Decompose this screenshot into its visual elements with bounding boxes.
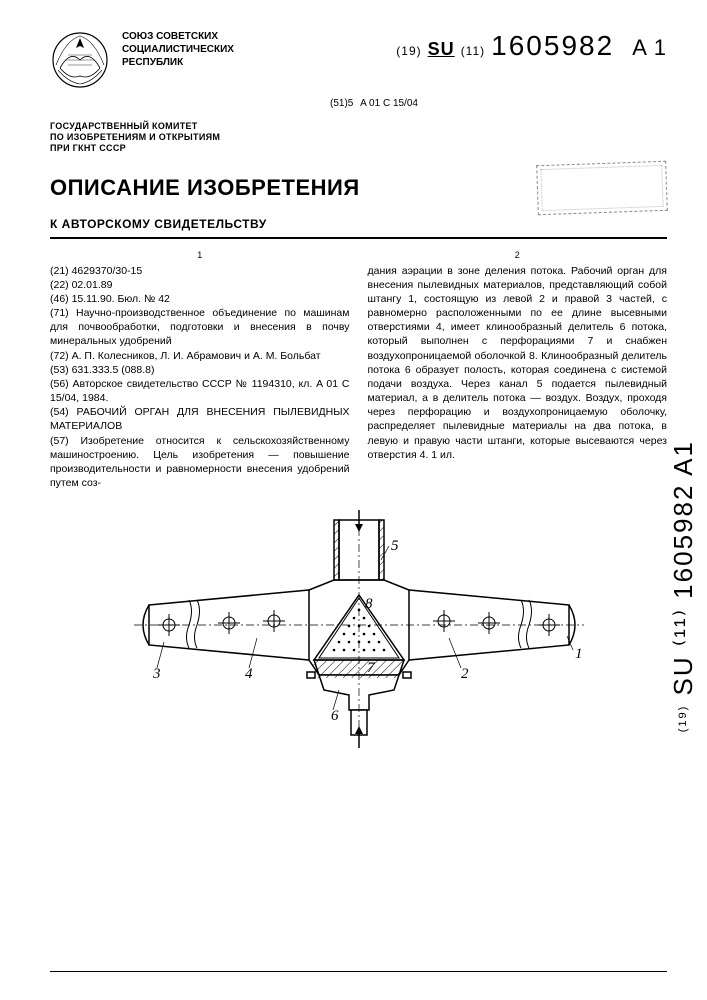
technical-drawing: 5 8 7 6 1 2 3 4: [50, 510, 667, 755]
field-56: (56) Авторское свидетельство СССР № 1194…: [50, 377, 350, 405]
col2-number: 2: [368, 249, 668, 261]
side-reference: (19) SU ⁽¹¹⁾ 1605982 A1: [668, 440, 699, 732]
field-21: (21) 4629370/30-15: [50, 264, 350, 278]
label-3: 3: [152, 666, 161, 682]
prefix-19: (19): [396, 44, 421, 58]
field-54: (54) РАБОЧИЙ ОРГАН ДЛЯ ВНЕСЕНИЯ ПЫЛЕВИДН…: [50, 405, 350, 433]
label-4: 4: [245, 666, 253, 682]
pub-number: 1605982: [491, 30, 614, 61]
document-subtitle: К АВТОРСКОМУ СВИДЕТЕЛЬСТВУ: [50, 217, 667, 231]
field-53: (53) 631.333.5 (088.8): [50, 363, 350, 377]
publication-number: (19) SU (11) 1605982 A 1: [396, 30, 667, 62]
ipc-code: A 01 C 15/04: [360, 98, 418, 109]
document-title: ОПИСАНИЕ ИЗОБРЕТЕНИЯ: [50, 175, 360, 201]
country-code: SU: [428, 39, 455, 59]
side-text: SU ⁽¹¹⁾ 1605982 A1: [668, 440, 698, 695]
ipc-classification: (51)5 A 01 C 15/04: [330, 98, 667, 109]
column-left: 1 (21) 4629370/30-15 (22) 02.01.89 (46) …: [50, 249, 350, 490]
org-name: СОЮЗ СОВЕТСКИХ СОЦИАЛИСТИЧЕСКИХ РЕСПУБЛИ…: [122, 30, 262, 69]
divider: [50, 237, 667, 239]
abstract-cont: дания аэрации в зоне деления потока. Раб…: [368, 264, 668, 462]
field-71: (71) Научно-производственное объединение…: [50, 306, 350, 349]
column-right: 2 дания аэрации в зоне деления потока. Р…: [368, 249, 668, 490]
field-57a: (57) Изобретение относится к сельскохозя…: [50, 434, 350, 491]
label-8: 8: [365, 596, 373, 612]
label-6: 6: [331, 708, 339, 724]
registry-stamp: [536, 161, 668, 216]
field-72: (72) А. П. Колесников, Л. И. Абрамович и…: [50, 349, 350, 363]
state-emblem: [50, 30, 110, 90]
col1-number: 1: [50, 249, 350, 261]
side-prefix-19: (19): [677, 705, 689, 733]
label-5: 5: [391, 538, 399, 554]
prefix-11: (11): [461, 44, 485, 58]
field-22: (22) 02.01.89: [50, 278, 350, 292]
bibliographic-body: 1 (21) 4629370/30-15 (22) 02.01.89 (46) …: [50, 249, 667, 490]
committee-name: ГОСУДАРСТВЕННЫЙ КОМИТЕТ ПО ИЗОБРЕТЕНИЯМ …: [50, 121, 667, 153]
ipc-prefix: (51)5: [330, 98, 353, 109]
kind-code: A 1: [632, 35, 667, 60]
bottom-divider: [50, 971, 667, 972]
label-1: 1: [575, 646, 583, 662]
field-46: (46) 15.11.90. Бюл. № 42: [50, 292, 350, 306]
label-2: 2: [461, 666, 469, 682]
